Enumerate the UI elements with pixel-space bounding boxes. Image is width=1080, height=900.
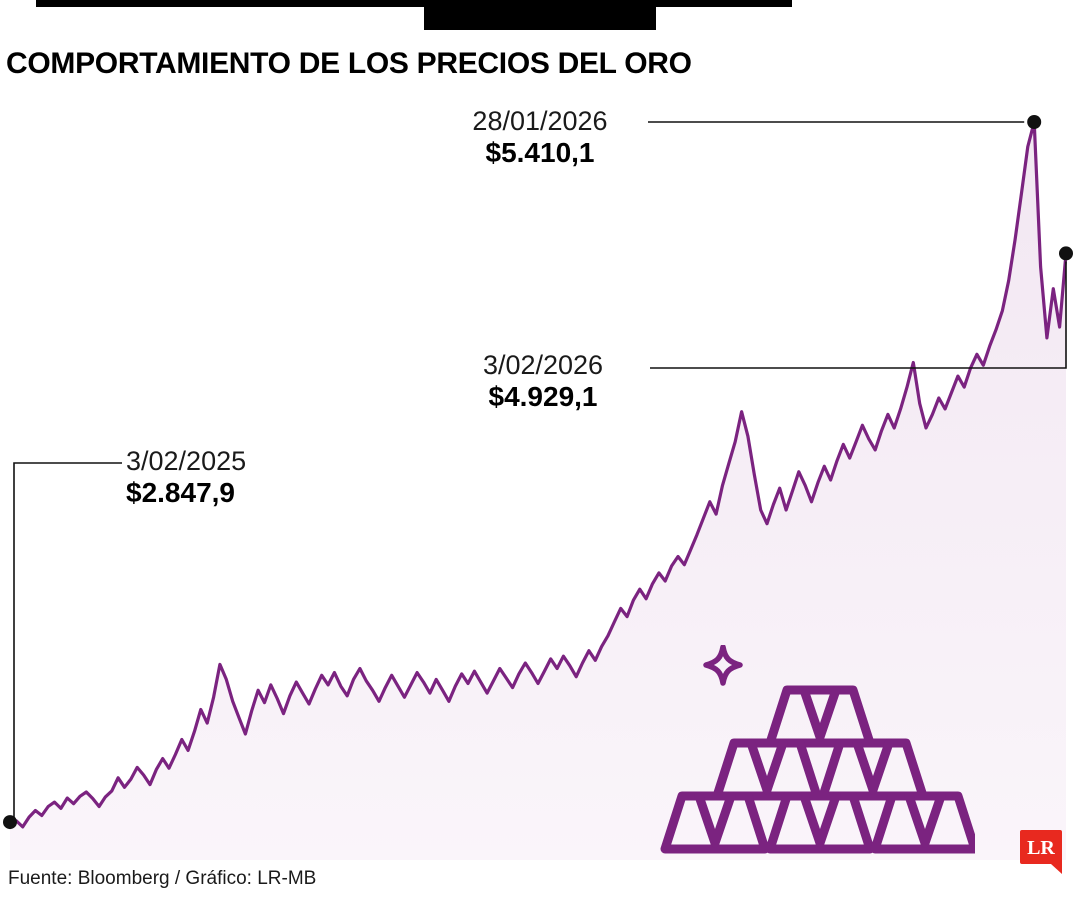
data-point-start xyxy=(3,815,17,830)
annotation-peak-date: 28/01/2026 xyxy=(472,106,608,136)
data-point-end xyxy=(1059,246,1073,261)
gold-price-line-chart xyxy=(3,115,1073,860)
annotation-peak: 28/01/2026 $5.410,1 xyxy=(440,106,640,169)
price-line-series xyxy=(8,120,1068,829)
sparkle-icon xyxy=(703,645,743,686)
gold-ingot xyxy=(765,685,875,748)
annotation-end-price: $4.929,1 xyxy=(488,381,598,413)
annotation-start: 3/02/2025 $2.847,9 xyxy=(126,446,246,509)
data-point-peak xyxy=(1027,115,1042,129)
gold-ingot xyxy=(712,738,822,801)
top-rule xyxy=(36,0,792,7)
callout-line-end xyxy=(650,261,1067,369)
chart-area-fill xyxy=(10,122,1066,860)
gold-bars-icon xyxy=(660,645,975,854)
chart-title: COMPORTAMIENTO DE LOS PRECIOS DEL ORO xyxy=(6,47,692,81)
annotation-end-date: 3/02/2026 xyxy=(482,350,604,380)
gold-ingot xyxy=(765,791,875,854)
annotation-end: 3/02/2026 $4.929,1 xyxy=(443,350,643,413)
gold-ingot xyxy=(870,791,975,854)
lr-logo: LR xyxy=(1020,830,1062,874)
source-credit: Fuente: Bloomberg / Gráfico: LR-MB xyxy=(8,868,317,889)
annotation-start-date: 3/02/2025 xyxy=(126,446,247,476)
annotation-start-price: $2.847,9 xyxy=(126,477,235,509)
gold-ingot xyxy=(818,738,928,801)
callout-line-start xyxy=(13,462,122,823)
top-block xyxy=(424,4,656,30)
gold-ingot xyxy=(660,791,770,854)
lr-logo-shape xyxy=(1020,830,1062,874)
lr-logo-text: LR xyxy=(1027,837,1055,859)
annotation-peak-price: $5.410,1 xyxy=(485,137,595,169)
